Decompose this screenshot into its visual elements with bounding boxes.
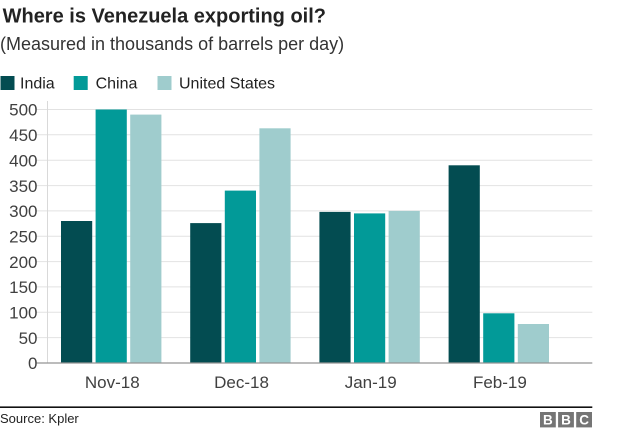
svg-text:Jan-19: Jan-19 xyxy=(345,373,397,392)
svg-text:Nov-18: Nov-18 xyxy=(85,373,140,392)
svg-text:50: 50 xyxy=(19,329,38,348)
svg-text:United States: United States xyxy=(179,76,275,93)
svg-text:450: 450 xyxy=(9,126,37,145)
svg-text:300: 300 xyxy=(9,202,37,221)
svg-text:China: China xyxy=(96,76,138,93)
svg-text:B: B xyxy=(561,412,571,427)
svg-text:0: 0 xyxy=(28,354,37,373)
svg-text:250: 250 xyxy=(9,228,37,247)
svg-text:400: 400 xyxy=(9,151,37,170)
svg-text:350: 350 xyxy=(9,177,37,196)
svg-text:100: 100 xyxy=(9,304,37,323)
svg-text:Where is Venezuela exporting o: Where is Venezuela exporting oil? xyxy=(3,5,326,27)
svg-text:Feb-19: Feb-19 xyxy=(473,373,527,392)
svg-text:(Measured in thousands of barr: (Measured in thousands of barrels per da… xyxy=(0,34,344,54)
svg-text:200: 200 xyxy=(9,253,37,272)
svg-text:B: B xyxy=(543,412,553,427)
svg-text:Dec-18: Dec-18 xyxy=(214,373,269,392)
svg-text:C: C xyxy=(579,412,589,427)
svg-text:150: 150 xyxy=(9,278,37,297)
svg-text:500: 500 xyxy=(9,101,37,120)
svg-text:India: India xyxy=(20,76,55,93)
svg-text:Source: Kpler: Source: Kpler xyxy=(0,411,79,426)
